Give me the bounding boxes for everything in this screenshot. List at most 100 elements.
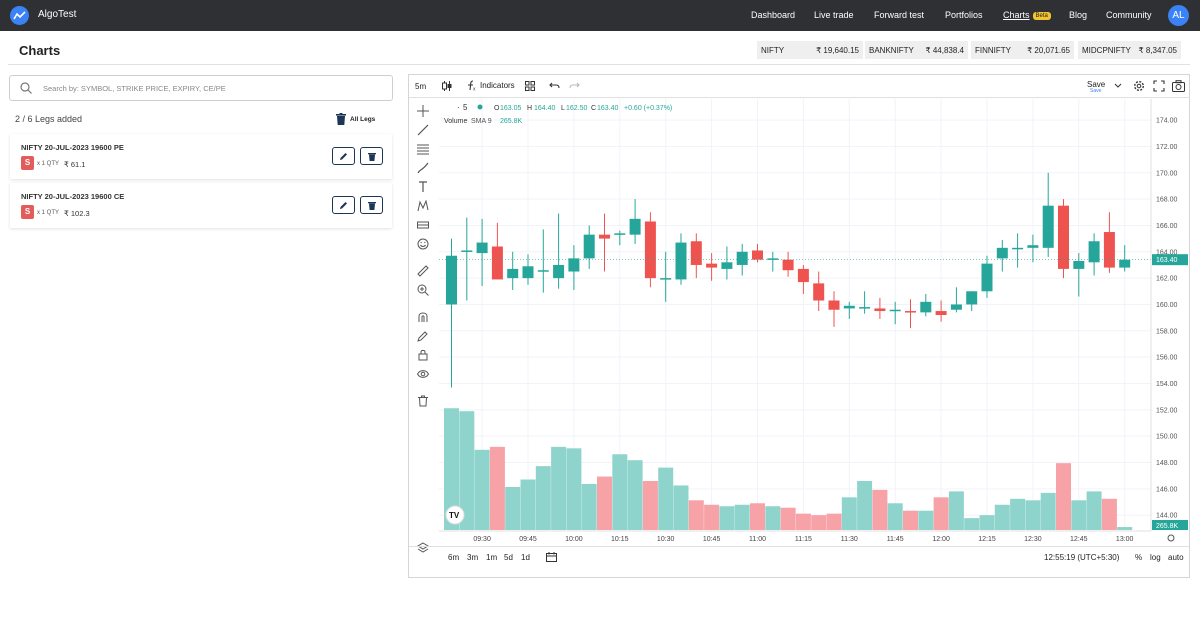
lock-tool[interactable] bbox=[414, 347, 432, 363]
candle-type-icon[interactable] bbox=[441, 80, 453, 92]
nav-forward-test[interactable]: Forward test bbox=[874, 10, 925, 20]
logo-icon[interactable] bbox=[10, 6, 29, 25]
text-tool[interactable] bbox=[414, 179, 432, 195]
price-axis[interactable]: 174.00 172.00 170.00 168.00 166.00 164.00 162.… bbox=[1150, 99, 1188, 531]
percent-toggle[interactable]: % bbox=[1135, 553, 1143, 562]
avatar[interactable]: AL bbox=[1168, 5, 1189, 26]
nav-live-trade[interactable]: Live trade bbox=[814, 10, 854, 20]
tradingview-logo[interactable]: TV bbox=[445, 505, 465, 525]
edit-leg-button[interactable] bbox=[332, 196, 355, 214]
ticker-value: ₹ 8,347.05 bbox=[1138, 45, 1177, 55]
time-axis[interactable]: 09:30 09:45 10:00 10:15 10:30 10:45 11:00 11:15… bbox=[439, 530, 1175, 543]
price-tick-label: 154.00 bbox=[1156, 381, 1178, 388]
delete-leg-button[interactable] bbox=[360, 196, 383, 214]
brush-tool[interactable] bbox=[414, 160, 432, 176]
candle-body bbox=[599, 234, 610, 239]
chevron-down-icon[interactable] bbox=[1114, 83, 1122, 89]
camera-icon[interactable] bbox=[1172, 80, 1185, 92]
price-tick-label: 148.00 bbox=[1156, 460, 1178, 467]
layers-tool[interactable] bbox=[414, 540, 432, 556]
ruler-tool[interactable] bbox=[414, 263, 432, 279]
gear-icon[interactable] bbox=[1133, 80, 1145, 92]
layers-icon bbox=[417, 542, 429, 553]
candle-body bbox=[767, 258, 779, 260]
candle-body bbox=[537, 270, 549, 272]
leg-price: ₹ 102.3 bbox=[64, 209, 90, 218]
volume-bar bbox=[489, 446, 505, 530]
ticker-midcpnifty: MIDCPNIFTY ₹ 8,347.05 bbox=[1078, 41, 1181, 59]
range-tool[interactable] bbox=[414, 217, 432, 233]
legend-open: 163.05 bbox=[500, 105, 522, 112]
search-input[interactable]: Search by: SYMBOL, STRIKE PRICE, EXPIRY,… bbox=[9, 75, 393, 101]
undo-icon[interactable] bbox=[549, 81, 560, 91]
candle-body bbox=[1012, 247, 1024, 250]
price-tick-label: 144.00 bbox=[1156, 513, 1178, 520]
app-name[interactable]: AlgoTest bbox=[38, 9, 77, 20]
range-3m[interactable]: 3m bbox=[467, 553, 479, 562]
range-1m[interactable]: 1m bbox=[486, 553, 498, 562]
emoji-tool[interactable] bbox=[414, 236, 432, 252]
crosshair-tool[interactable] bbox=[414, 103, 432, 119]
crosshair-icon bbox=[417, 105, 429, 117]
fullscreen-icon[interactable] bbox=[1153, 80, 1165, 92]
time-tick-label: 12:30 bbox=[1024, 536, 1042, 543]
zoom-tool[interactable] bbox=[414, 282, 432, 298]
all-legs-button[interactable]: All Legs bbox=[336, 113, 375, 125]
last-price-tag bbox=[1152, 254, 1188, 266]
calendar-range-icon[interactable] bbox=[546, 552, 557, 562]
draw-mode-tool[interactable] bbox=[414, 328, 432, 344]
volume-bar bbox=[688, 500, 704, 530]
magnet-icon bbox=[418, 312, 428, 322]
trendline-tool[interactable] bbox=[414, 122, 432, 138]
candlestick-chart[interactable]: 174.00 172.00 170.00 168.00 166.00 164.00 162.… bbox=[439, 99, 1189, 549]
svg-text:TV: TV bbox=[449, 511, 460, 520]
time-tick-label: 12:45 bbox=[1070, 536, 1088, 543]
price-tick-label: 162.00 bbox=[1156, 276, 1178, 283]
nav-charts[interactable]: Charts Beta bbox=[1003, 10, 1051, 20]
chart-legend: · 5 O 163.05 H 164.40 L 162.50 C 163.40 … bbox=[444, 103, 672, 125]
sell-badge: S bbox=[21, 205, 34, 219]
indicators-button[interactable]: x Indicators bbox=[466, 80, 515, 91]
layout-grid-icon[interactable] bbox=[525, 81, 535, 91]
volume-bar bbox=[658, 467, 674, 530]
clock-time[interactable]: 12:55:19 (UTC+5:30) bbox=[1044, 553, 1120, 562]
magnet-tool[interactable] bbox=[414, 309, 432, 325]
nav-community[interactable]: Community bbox=[1106, 10, 1152, 20]
save-button[interactable]: Save bbox=[1087, 80, 1106, 89]
auto-toggle[interactable]: auto bbox=[1168, 553, 1184, 562]
price-tick-label: 156.00 bbox=[1156, 355, 1178, 362]
visibility-tool[interactable] bbox=[414, 366, 432, 382]
range-1d[interactable]: 1d bbox=[521, 553, 530, 562]
candle-body bbox=[553, 264, 565, 279]
log-toggle[interactable]: log bbox=[1150, 553, 1161, 562]
search-placeholder: Search by: SYMBOL, STRIKE PRICE, EXPIRY,… bbox=[43, 83, 226, 93]
range-5d[interactable]: 5d bbox=[504, 553, 513, 562]
volume-bar bbox=[597, 476, 612, 530]
price-tick-label: 158.00 bbox=[1156, 328, 1178, 335]
pattern-tool[interactable] bbox=[414, 198, 432, 214]
legend-interval-prefix: · bbox=[457, 103, 460, 112]
toolbar-divider bbox=[409, 97, 1189, 98]
nav-blog[interactable]: Blog bbox=[1069, 10, 1088, 20]
volume-bar bbox=[1025, 500, 1041, 530]
fib-tool[interactable] bbox=[414, 141, 432, 157]
axis-settings-icon bbox=[1167, 534, 1175, 542]
volume-bar bbox=[444, 408, 459, 530]
redo-icon[interactable] bbox=[569, 81, 580, 91]
ticker-finnifty: FINNIFTY ₹ 20,071.65 bbox=[971, 41, 1074, 59]
nav-dashboard[interactable]: Dashboard bbox=[751, 10, 796, 20]
nav-portfolios[interactable]: Portfolios bbox=[945, 10, 983, 20]
edit-leg-button[interactable] bbox=[332, 147, 355, 165]
price-tick-label: 160.00 bbox=[1156, 302, 1178, 309]
volume-bar bbox=[535, 466, 551, 530]
range-6m[interactable]: 6m bbox=[448, 553, 460, 562]
interval-button[interactable]: 5m bbox=[415, 82, 427, 91]
volume-bar bbox=[734, 504, 750, 530]
candle-body bbox=[1058, 205, 1069, 269]
candle-body bbox=[889, 309, 901, 312]
ticker-banknifty: BANKNIFTY ₹ 44,838.4 bbox=[865, 41, 968, 59]
delete-leg-button[interactable] bbox=[360, 147, 383, 165]
all-legs-label: All Legs bbox=[350, 115, 376, 123]
remove-drawings-tool[interactable] bbox=[414, 393, 432, 409]
time-tick-label: 11:45 bbox=[887, 536, 904, 543]
